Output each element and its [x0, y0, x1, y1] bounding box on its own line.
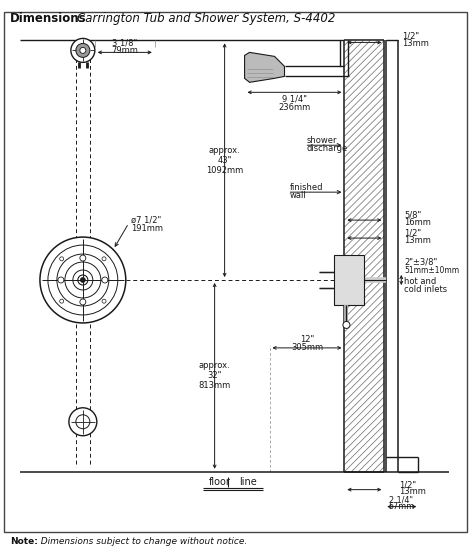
- Text: 16mm: 16mm: [404, 218, 431, 227]
- Text: Dimensions subject to change without notice.: Dimensions subject to change without not…: [35, 537, 247, 546]
- Circle shape: [60, 257, 64, 261]
- Text: ø7 1/2": ø7 1/2": [131, 216, 161, 225]
- Text: 236mm: 236mm: [278, 103, 310, 112]
- Text: line: line: [239, 477, 256, 487]
- Text: approx.: approx.: [199, 361, 230, 370]
- Circle shape: [71, 39, 95, 62]
- Circle shape: [102, 299, 106, 303]
- Text: wall: wall: [290, 190, 306, 200]
- Text: 2 1/4": 2 1/4": [389, 495, 413, 504]
- Text: 191mm: 191mm: [131, 223, 163, 232]
- Text: 13mm: 13mm: [399, 487, 426, 496]
- Text: 79mm: 79mm: [111, 46, 138, 55]
- Text: 1/2": 1/2": [404, 228, 421, 237]
- Text: 13mm: 13mm: [402, 39, 429, 48]
- Text: 305mm: 305mm: [291, 343, 323, 352]
- Text: discharge: discharge: [307, 144, 348, 153]
- Text: 57mm: 57mm: [388, 502, 414, 511]
- Circle shape: [80, 48, 86, 53]
- Text: 2"±3/8": 2"±3/8": [404, 258, 438, 267]
- Bar: [345, 40, 384, 472]
- Polygon shape: [245, 53, 284, 82]
- Text: Dimensions: Dimensions: [10, 12, 87, 25]
- Text: floor: floor: [209, 477, 230, 487]
- Text: 32": 32": [208, 371, 222, 380]
- Circle shape: [40, 237, 126, 323]
- Text: hot and: hot and: [404, 278, 437, 287]
- Text: 9 1/4": 9 1/4": [282, 95, 307, 104]
- Text: 3 1/8": 3 1/8": [112, 39, 137, 48]
- Circle shape: [343, 321, 350, 328]
- Text: 43": 43": [218, 156, 232, 165]
- Circle shape: [60, 299, 64, 303]
- Text: finished: finished: [290, 183, 323, 192]
- Text: Note:: Note:: [10, 537, 38, 546]
- Text: cold inlets: cold inlets: [404, 286, 447, 295]
- Circle shape: [81, 278, 85, 282]
- Text: 51mm±10mm: 51mm±10mm: [404, 265, 459, 274]
- Circle shape: [102, 277, 108, 283]
- Text: 13mm: 13mm: [404, 236, 431, 245]
- Text: 12": 12": [300, 335, 314, 344]
- Circle shape: [80, 255, 86, 261]
- Text: shower: shower: [307, 136, 337, 144]
- Text: 813mm: 813mm: [199, 381, 231, 390]
- Text: 5/8": 5/8": [404, 211, 421, 220]
- Circle shape: [58, 277, 64, 283]
- Text: approx.: approx.: [209, 146, 240, 155]
- Text: Carrington Tub and Shower System, S-4402: Carrington Tub and Shower System, S-4402: [77, 12, 335, 25]
- Circle shape: [80, 299, 86, 305]
- Text: 1092mm: 1092mm: [206, 166, 243, 175]
- Text: 1/2": 1/2": [399, 480, 417, 489]
- Circle shape: [76, 44, 90, 57]
- Text: 1/2": 1/2": [402, 32, 419, 41]
- Circle shape: [102, 257, 106, 261]
- Circle shape: [69, 408, 97, 436]
- Bar: [335, 255, 365, 305]
